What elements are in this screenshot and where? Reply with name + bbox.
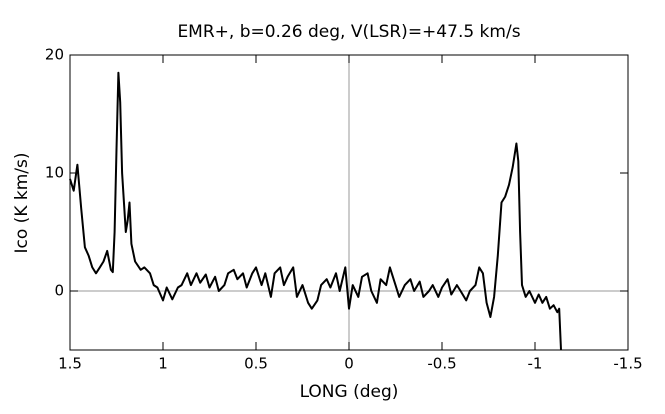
data-line	[69, 71, 562, 351]
x-tick-label: 1.5	[58, 355, 82, 373]
x-axis-label: LONG (deg)	[300, 382, 399, 402]
y-tick-label: 20	[45, 46, 64, 64]
y-axis-label: Ico (K km/s)	[12, 153, 32, 254]
x-tick-label: -1.5	[613, 355, 642, 373]
chart-title: EMR+, b=0.26 deg, V(LSR)=+47.5 km/s	[177, 22, 520, 42]
y-tick-label: 10	[45, 164, 64, 182]
x-tick-label: 1	[158, 355, 168, 373]
plot-frame	[69, 54, 629, 351]
x-tick-label: -1	[528, 355, 543, 373]
x-tick-label: -0.5	[427, 355, 456, 373]
x-tick-label: 0.5	[244, 355, 268, 373]
y-tick-label: 0	[54, 282, 64, 300]
x-tick-label: 0	[344, 355, 354, 373]
